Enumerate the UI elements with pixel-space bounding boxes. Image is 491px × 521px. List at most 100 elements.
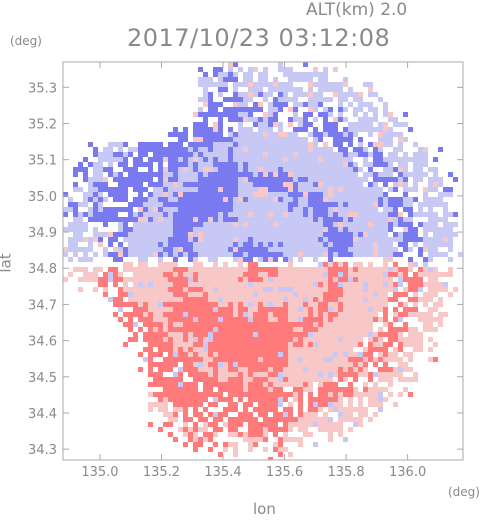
velocity-cell — [358, 307, 363, 312]
velocity-cell — [213, 257, 218, 262]
velocity-cell — [168, 262, 173, 267]
velocity-cell — [258, 397, 263, 402]
velocity-cell — [238, 187, 243, 192]
velocity-cell — [218, 362, 223, 367]
velocity-cell — [313, 352, 318, 357]
velocity-cell — [383, 312, 388, 317]
velocity-cell — [418, 287, 423, 292]
velocity-cell — [138, 252, 143, 257]
velocity-cell — [98, 197, 103, 202]
velocity-cell — [353, 312, 358, 317]
velocity-cell — [173, 387, 178, 392]
velocity-cell — [313, 207, 318, 212]
velocity-cell — [218, 87, 223, 92]
velocity-cell — [278, 427, 283, 432]
velocity-cell — [203, 267, 208, 272]
velocity-cell — [453, 232, 458, 237]
velocity-cell — [208, 357, 213, 362]
velocity-cell — [433, 177, 438, 182]
velocity-cell — [293, 387, 298, 392]
velocity-cell — [333, 402, 338, 407]
velocity-cell — [438, 177, 443, 182]
velocity-cell — [108, 297, 113, 302]
velocity-cell — [373, 202, 378, 207]
velocity-cell — [128, 207, 133, 212]
velocity-cell — [228, 282, 233, 287]
velocity-cell — [438, 302, 443, 307]
velocity-cell — [438, 147, 443, 152]
velocity-cell — [298, 382, 303, 387]
velocity-cell — [193, 172, 198, 177]
velocity-cell — [338, 357, 343, 362]
velocity-cell — [203, 297, 208, 302]
velocity-cell — [308, 162, 313, 167]
velocity-cell — [343, 282, 348, 287]
velocity-cell — [243, 357, 248, 362]
velocity-cell — [403, 202, 408, 207]
velocity-cell — [263, 342, 268, 347]
velocity-cell — [228, 247, 233, 252]
velocity-cell — [223, 197, 228, 202]
velocity-cell — [288, 277, 293, 282]
velocity-cell — [218, 277, 223, 282]
velocity-cell — [318, 252, 323, 257]
velocity-cell — [383, 122, 388, 127]
velocity-cell — [328, 432, 333, 437]
velocity-cell — [193, 192, 198, 197]
velocity-cell — [173, 317, 178, 322]
velocity-cell — [233, 152, 238, 157]
velocity-cell — [308, 207, 313, 212]
velocity-cell — [178, 237, 183, 242]
velocity-cell — [363, 217, 368, 222]
velocity-cell — [148, 207, 153, 212]
velocity-cell — [203, 152, 208, 157]
velocity-cell — [168, 362, 173, 367]
velocity-cell — [393, 202, 398, 207]
velocity-cell — [248, 367, 253, 372]
velocity-cell — [368, 292, 373, 297]
velocity-cell — [393, 297, 398, 302]
velocity-cell — [198, 352, 203, 357]
velocity-cell — [333, 182, 338, 187]
velocity-cell — [348, 382, 353, 387]
velocity-cell — [283, 422, 288, 427]
velocity-cell — [348, 162, 353, 167]
velocity-cell — [248, 287, 253, 292]
velocity-cell — [358, 127, 363, 132]
velocity-cell — [133, 227, 138, 232]
velocity-cell — [288, 147, 293, 152]
velocity-cell — [233, 212, 238, 217]
velocity-cell — [273, 82, 278, 87]
velocity-cell — [203, 137, 208, 142]
velocity-cell — [278, 132, 283, 137]
velocity-cell — [308, 382, 313, 387]
velocity-cell — [288, 157, 293, 162]
velocity-cell — [133, 197, 138, 202]
velocity-cell — [393, 237, 398, 242]
velocity-cell — [298, 167, 303, 172]
velocity-cell — [258, 432, 263, 437]
velocity-cell — [153, 237, 158, 242]
velocity-cell — [293, 252, 298, 257]
velocity-cell — [248, 372, 253, 377]
velocity-cell — [243, 377, 248, 382]
velocity-cell — [318, 207, 323, 212]
velocity-cell — [168, 392, 173, 397]
velocity-cell — [203, 422, 208, 427]
velocity-cell — [363, 147, 368, 152]
velocity-cell — [238, 177, 243, 182]
velocity-cell — [193, 212, 198, 217]
velocity-cell — [423, 247, 428, 252]
velocity-cell — [293, 292, 298, 297]
velocity-cell — [128, 252, 133, 257]
velocity-cell — [113, 217, 118, 222]
velocity-cell — [263, 407, 268, 412]
velocity-cell — [403, 207, 408, 212]
velocity-cell — [223, 232, 228, 237]
velocity-cell — [273, 377, 278, 382]
chart-title-datetime: 2017/10/23 03:12:08 — [127, 24, 391, 52]
velocity-cell — [78, 187, 83, 192]
velocity-cell — [148, 317, 153, 322]
velocity-cell — [373, 282, 378, 287]
velocity-cell — [388, 342, 393, 347]
